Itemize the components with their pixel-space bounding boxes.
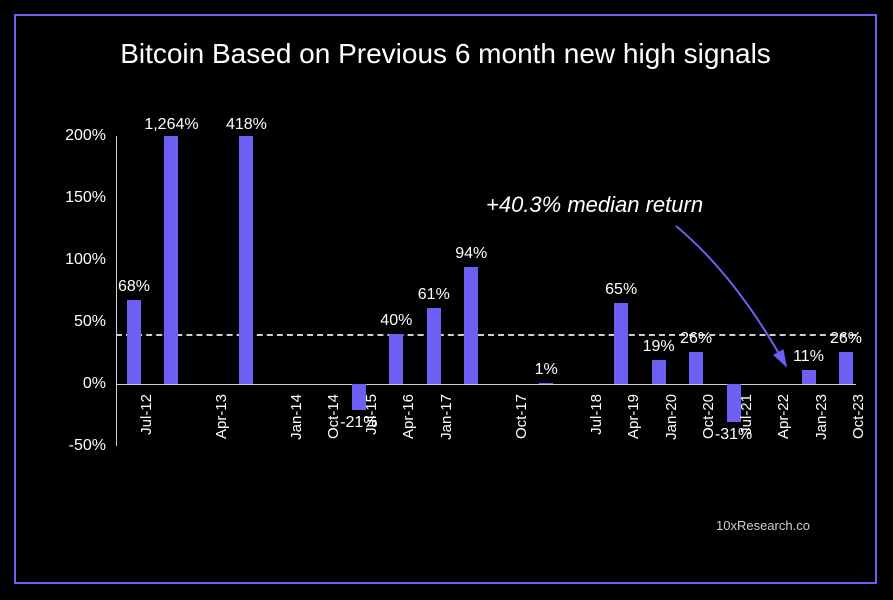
bar bbox=[127, 300, 141, 384]
bar-value-label: 40% bbox=[380, 312, 412, 330]
bar-value-label: 1% bbox=[535, 361, 558, 379]
y-tick-label: 200% bbox=[65, 127, 116, 145]
x-tick-label: Jan-20 bbox=[663, 394, 680, 440]
bar bbox=[802, 370, 816, 384]
bar bbox=[689, 352, 703, 384]
x-tick-label: Jan-17 bbox=[438, 394, 455, 440]
x-tick-label: Jul-21 bbox=[738, 394, 755, 435]
bar-value-label: 68% bbox=[118, 278, 150, 296]
bar-value-label: 19% bbox=[643, 338, 675, 356]
plot-area: -50%0%50%100%150%200%68%Jul-121,264%Apr-… bbox=[116, 136, 856, 446]
x-tick-label: Oct-17 bbox=[513, 394, 530, 439]
median-line bbox=[116, 334, 856, 336]
bar-value-label: 94% bbox=[455, 245, 487, 263]
x-tick-label: Apr-22 bbox=[775, 394, 792, 439]
bar-value-label: 418% bbox=[226, 116, 267, 134]
bar-value-label: 65% bbox=[605, 281, 637, 299]
bar bbox=[239, 136, 253, 384]
chart-title: Bitcoin Based on Previous 6 month new hi… bbox=[16, 38, 875, 70]
x-tick-label: Apr-16 bbox=[400, 394, 417, 439]
y-tick-label: 0% bbox=[83, 375, 116, 393]
bar bbox=[427, 308, 441, 384]
x-tick-label: Apr-13 bbox=[213, 394, 230, 439]
x-tick-label: Apr-19 bbox=[625, 394, 642, 439]
bar-value-label: 11% bbox=[793, 348, 824, 366]
y-axis-line bbox=[116, 136, 117, 446]
watermark: 10xResearch.co bbox=[716, 518, 810, 533]
bar bbox=[389, 334, 403, 384]
y-tick-label: 50% bbox=[74, 313, 116, 331]
bar-value-label: 26% bbox=[680, 330, 712, 348]
bar-value-label: 26% bbox=[830, 330, 862, 348]
x-tick-label: Jan-14 bbox=[288, 394, 305, 440]
bar bbox=[539, 383, 553, 384]
y-tick-label: -50% bbox=[69, 437, 116, 455]
chart-container: Bitcoin Based on Previous 6 month new hi… bbox=[14, 14, 877, 584]
x-tick-label: Jul-12 bbox=[138, 394, 155, 435]
bar-value-label: 61% bbox=[418, 286, 450, 304]
bar bbox=[652, 360, 666, 384]
x-tick-label: Jul-18 bbox=[588, 394, 605, 435]
x-tick-label: Jan-23 bbox=[813, 394, 830, 440]
bar bbox=[464, 267, 478, 384]
bar bbox=[839, 352, 853, 384]
x-tick-label: Jul-15 bbox=[363, 394, 380, 435]
median-annotation: +40.3% median return bbox=[486, 192, 703, 218]
y-tick-label: 100% bbox=[65, 251, 116, 269]
bar-value-label: 1,264% bbox=[144, 116, 198, 134]
y-tick-label: 150% bbox=[65, 189, 116, 207]
bar bbox=[164, 136, 178, 384]
bar bbox=[614, 303, 628, 384]
x-tick-label: Oct-23 bbox=[850, 394, 867, 439]
x-axis-line bbox=[116, 384, 856, 385]
